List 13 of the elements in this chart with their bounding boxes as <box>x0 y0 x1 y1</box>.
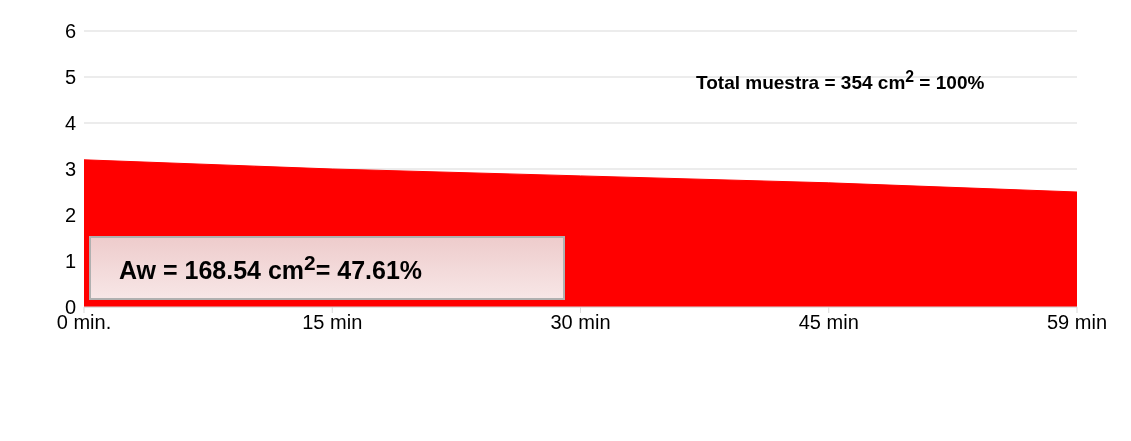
annotation: Total muestra = 354 cm$^{2}$ = 100% <box>696 68 985 95</box>
y-tick-label: 3 <box>64 158 76 181</box>
label-box: Aw = 168.54 cm$^{2}$= 47.61% <box>89 236 565 300</box>
x-tick-label: 15 min <box>302 311 363 334</box>
x-tick-label: 30 min <box>550 311 611 334</box>
annotation: Aw = 168.54 cm$^{2}$= 47.61% <box>119 250 423 286</box>
x-tick-label: 59 min <box>1046 311 1108 334</box>
y-tick-label: 2 <box>64 204 76 227</box>
x-tick-label: 45 min <box>798 311 859 334</box>
y-tick-label: 5 <box>64 66 76 89</box>
y-tick-label: 4 <box>64 112 76 135</box>
y-tick-label: 6 <box>64 20 76 43</box>
y-tick-label: 1 <box>64 250 76 273</box>
